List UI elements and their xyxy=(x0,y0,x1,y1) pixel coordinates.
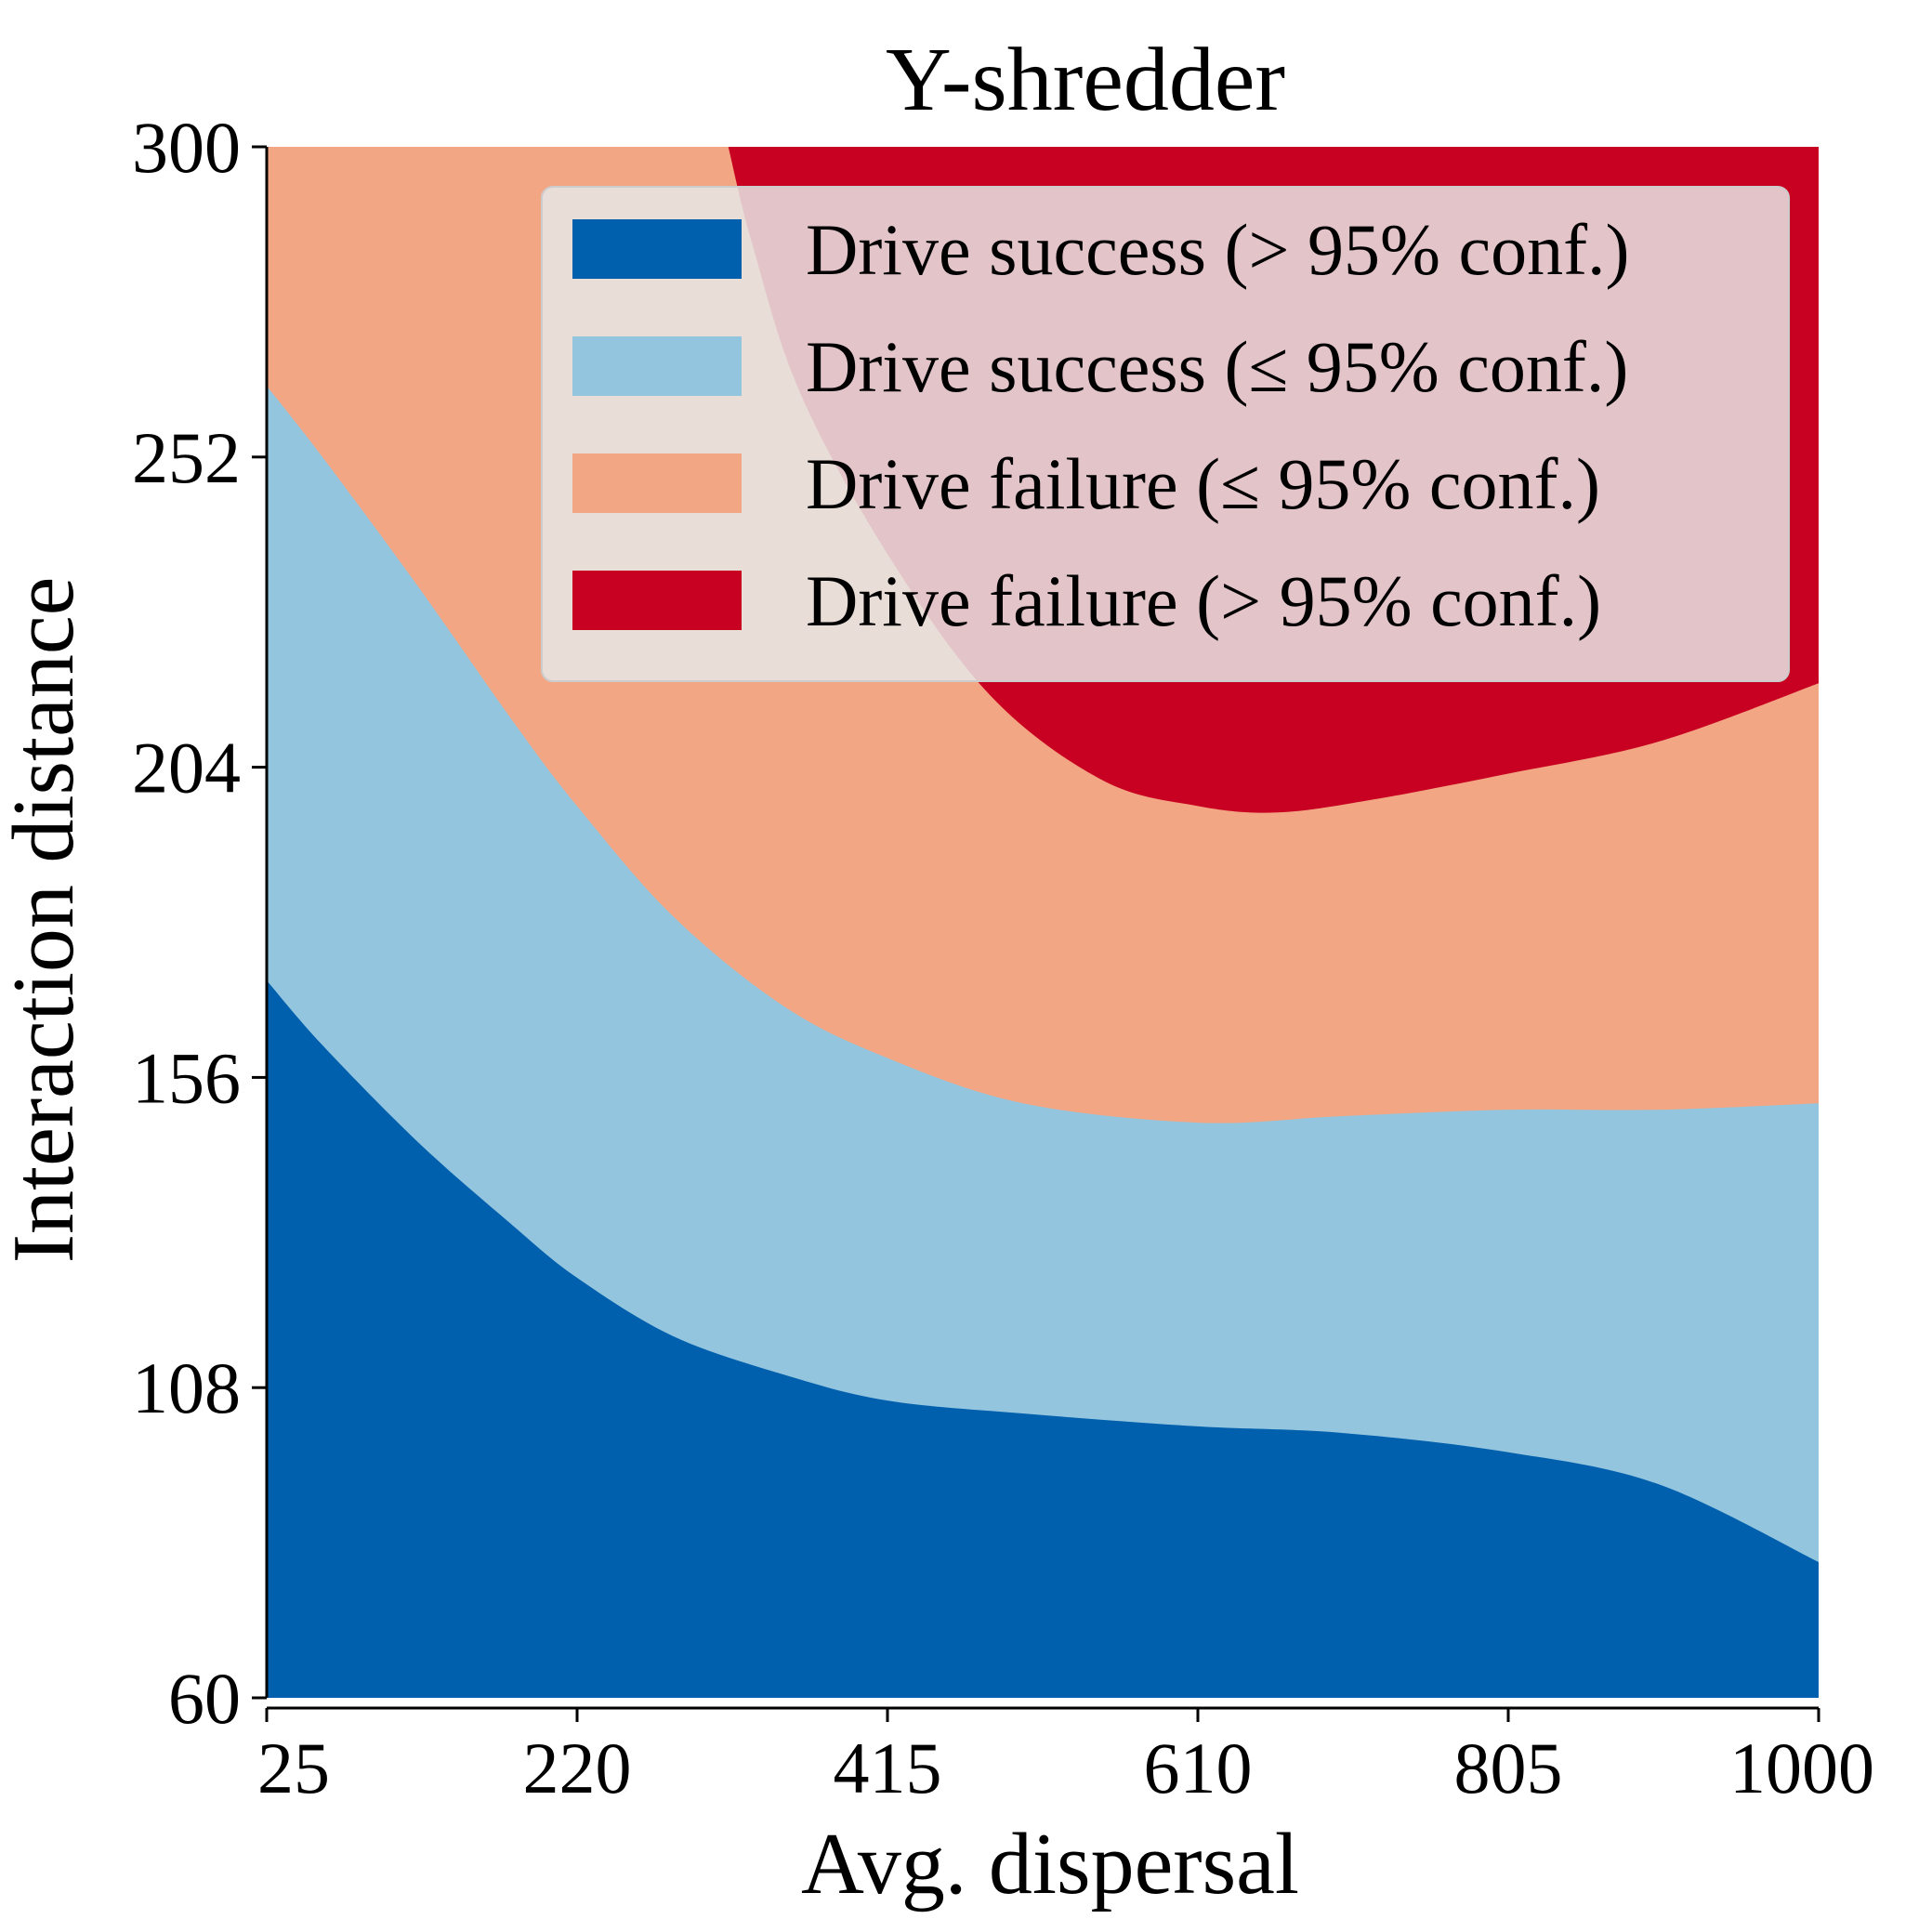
legend-label: Drive failure (> 95% conf.) xyxy=(806,560,1601,641)
y-tick-label: 204 xyxy=(132,728,241,808)
y-tick-label: 60 xyxy=(168,1658,241,1739)
legend: Drive success (> 95% conf.) Drive success… xyxy=(541,186,1790,682)
x-tick-label: 610 xyxy=(1144,1728,1253,1808)
y-tick-label: 300 xyxy=(132,107,241,188)
legend-box xyxy=(541,186,1790,682)
legend-label: Drive success (≤ 95% conf.) xyxy=(806,326,1628,407)
y-axis-label: Interaction distance xyxy=(0,577,92,1264)
legend-swatch xyxy=(572,336,742,396)
y-tick-label: 156 xyxy=(132,1037,241,1118)
legend-swatch xyxy=(572,219,742,279)
x-tick-label: 220 xyxy=(523,1728,632,1808)
axes: 25 220 415 610 805 1000 60 108 156 204 252 300 xyxy=(132,107,1874,1808)
chart-title: Y-shredder xyxy=(886,30,1285,130)
legend-label: Drive failure (≤ 95% conf.) xyxy=(806,443,1600,524)
legend-swatch xyxy=(572,453,742,513)
y-tick-label: 252 xyxy=(132,417,241,498)
y-tick-label: 108 xyxy=(132,1347,241,1428)
legend-label: Drive success (> 95% conf.) xyxy=(806,209,1630,290)
x-tick-label: 415 xyxy=(834,1728,942,1808)
legend-swatch xyxy=(572,571,742,630)
x-tick-label: 805 xyxy=(1454,1728,1563,1808)
region-drive-success-high-conf xyxy=(267,980,1819,1698)
x-tick-label: 1000 xyxy=(1729,1728,1874,1808)
x-tick-label: 25 xyxy=(257,1728,330,1808)
x-axis-label: Avg. dispersal xyxy=(801,1816,1299,1912)
